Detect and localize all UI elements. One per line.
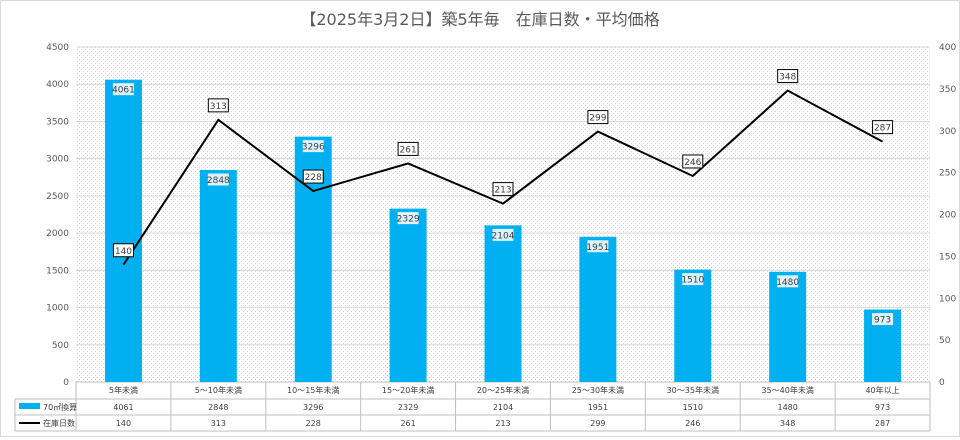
- line-label-box: [777, 69, 799, 84]
- x-tick-label: 20〜25年未満: [477, 385, 529, 395]
- y-right-tick-label: 100: [939, 294, 956, 304]
- y-left-tick-label: 0: [63, 378, 69, 388]
- y-left-tick-label: 2000: [46, 229, 69, 239]
- y-left-tick-label: 1500: [46, 266, 69, 276]
- x-tick-label: 5年未満: [109, 385, 138, 395]
- table-cell-price: 3296: [303, 403, 323, 412]
- table-cell-days: 287: [875, 419, 890, 428]
- line-label-box: [492, 182, 514, 197]
- bar: [484, 225, 522, 382]
- x-tick-label: 30〜35年未満: [667, 385, 719, 395]
- bar-label: 2848: [207, 176, 230, 186]
- table-cell-days: 348: [780, 419, 795, 428]
- table-cell-price: 2329: [398, 403, 418, 412]
- x-tick-label: 10〜15年未満: [287, 385, 339, 395]
- bar: [389, 208, 427, 382]
- legend-label-bar: 70㎡換算: [43, 402, 77, 412]
- table-cell-price: 1510: [683, 403, 703, 412]
- bar: [579, 236, 617, 382]
- y-right-tick-label: 150: [939, 252, 956, 262]
- line-label: 313: [210, 102, 227, 112]
- bar-label: 2104: [492, 231, 515, 241]
- bar-label-box: [871, 312, 895, 327]
- line-label: 246: [684, 158, 701, 168]
- bar-label: 1951: [586, 243, 609, 253]
- table-cell-price: 2848: [208, 403, 228, 412]
- table-cell-days: 228: [306, 419, 321, 428]
- line-label: 299: [589, 114, 606, 124]
- bar-label-box: [396, 211, 420, 226]
- bar-label: 2329: [397, 215, 420, 225]
- x-tick-label: 5〜10年未満: [195, 385, 242, 395]
- line-label-box: [587, 110, 609, 125]
- table-cell-days: 313: [211, 419, 226, 428]
- x-tick-label: 25〜30年未満: [572, 385, 624, 395]
- table-cell-days: 299: [590, 419, 605, 428]
- y-left-tick-label: 4000: [46, 80, 69, 90]
- line-label: 287: [874, 124, 891, 134]
- bar-label-box: [111, 82, 135, 97]
- y-right-tick-label: 200: [939, 211, 956, 221]
- bar: [199, 169, 237, 382]
- table-cell-price: 2104: [493, 403, 513, 412]
- bar-label-box: [586, 239, 610, 254]
- table-cell-days: 246: [685, 419, 700, 428]
- y-right-tick-label: 400: [939, 43, 956, 53]
- table-cell-days: 213: [495, 419, 510, 428]
- line-label-box: [112, 243, 134, 258]
- bar-label: 1480: [776, 278, 799, 288]
- bar-label-box: [301, 139, 325, 154]
- line-label-box: [682, 154, 704, 169]
- y-left-tick-label: 2500: [46, 192, 69, 202]
- legend-key-bar: [19, 403, 40, 409]
- y-left-tick-label: 500: [52, 341, 69, 351]
- bar-label: 3296: [302, 143, 325, 153]
- bar: [769, 271, 807, 382]
- bar-label: 4061: [112, 86, 135, 96]
- x-tick-label: 40年以上: [865, 385, 899, 395]
- bar-label-box: [776, 274, 800, 289]
- line-label-box: [207, 98, 229, 113]
- line-label: 213: [494, 186, 511, 196]
- line-label: 348: [779, 73, 796, 83]
- line-label: 261: [400, 145, 417, 155]
- bar: [104, 79, 142, 382]
- bar-label-box: [206, 172, 230, 187]
- bar-label: 1510: [681, 276, 704, 286]
- table-cell-price: 973: [875, 403, 890, 412]
- bar-label-box: [491, 227, 515, 242]
- series-line: [122, 89, 884, 266]
- table-cell-days: 261: [400, 419, 415, 428]
- y-right-tick-label: 350: [939, 85, 956, 95]
- y-left-tick-label: 3000: [46, 155, 69, 165]
- table-cell-price: 1480: [777, 403, 797, 412]
- y-left-tick-label: 3500: [46, 117, 69, 127]
- x-tick-label: 15〜20年未満: [382, 385, 434, 395]
- y-right-tick-label: 250: [939, 169, 956, 179]
- y-right-tick-label: 300: [939, 127, 956, 137]
- line-label-box: [872, 120, 894, 135]
- x-tick-label: 35〜40年未満: [761, 385, 813, 395]
- legend-label-line: 在庫日数: [43, 418, 75, 428]
- y-right-tick-label: 50: [939, 336, 951, 346]
- y-right-tick-label: 0: [939, 378, 945, 388]
- table-cell-price: 1951: [588, 403, 608, 412]
- line-label: 140: [115, 247, 132, 257]
- bar: [674, 269, 712, 382]
- bar-label: 973: [874, 316, 891, 326]
- table-cell-days: 140: [116, 419, 131, 428]
- y-left-tick-label: 4500: [46, 43, 69, 53]
- bar-label-box: [681, 272, 705, 287]
- chart-title: 【2025年3月2日】築5年毎 在庫日数・平均価格: [300, 10, 659, 29]
- line-label: 228: [305, 173, 322, 183]
- table-cell-price: 4061: [113, 403, 133, 412]
- line-label-box: [302, 169, 324, 184]
- line-label-box: [397, 141, 419, 156]
- y-left-tick-label: 1000: [46, 304, 69, 314]
